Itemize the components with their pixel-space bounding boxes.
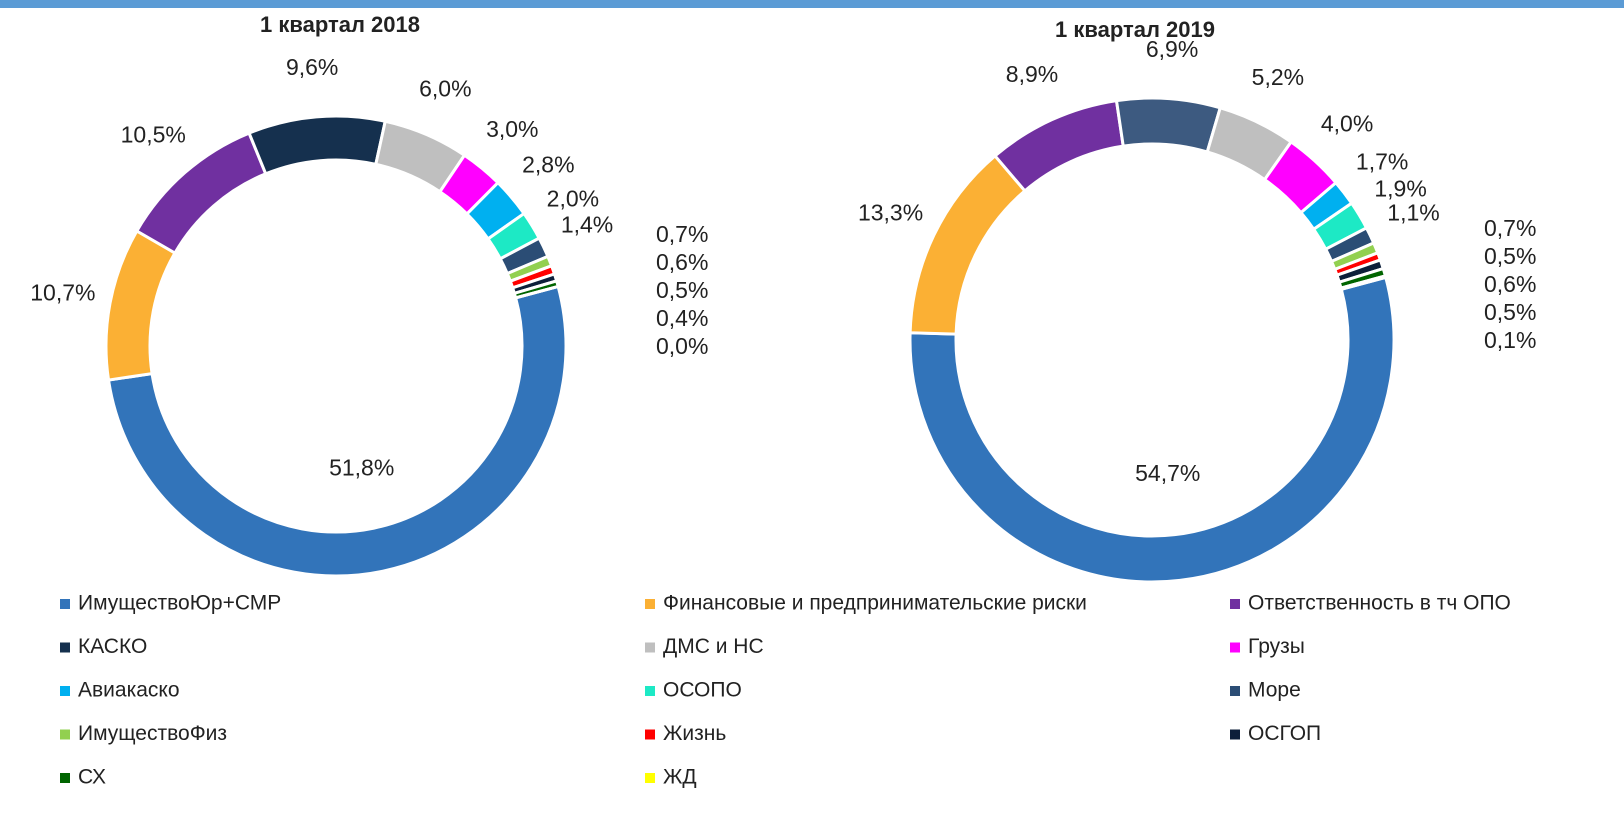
donut-slice bbox=[247, 114, 388, 176]
data-label: 6,9% bbox=[1146, 36, 1198, 62]
donut-slice bbox=[104, 228, 177, 382]
legend-swatch bbox=[645, 773, 655, 783]
legend-swatch bbox=[1230, 642, 1240, 653]
legend-swatch bbox=[1230, 686, 1240, 696]
legend-swatch bbox=[645, 642, 655, 653]
data-label: 3,0% bbox=[486, 116, 538, 142]
data-label: 9,6% bbox=[286, 54, 338, 80]
data-label: 1,1% bbox=[1387, 200, 1439, 226]
data-label: 51,8% bbox=[329, 454, 394, 480]
donut-slice bbox=[992, 98, 1125, 193]
data-label: 0,6% bbox=[656, 249, 708, 275]
legend-label: Море bbox=[1248, 679, 1301, 702]
legend-swatch bbox=[645, 599, 655, 609]
legend-label: ОСГОП bbox=[1248, 722, 1321, 745]
chart-title: 1 квартал 2018 bbox=[260, 12, 420, 37]
data-label: 54,7% bbox=[1135, 460, 1200, 486]
data-label: 10,7% bbox=[30, 279, 95, 305]
legend-label: Жизнь bbox=[663, 722, 726, 745]
data-label: 6,0% bbox=[419, 75, 471, 101]
data-label: 0,5% bbox=[1484, 299, 1536, 325]
legend-label: Финансовые и предпринимательские риски bbox=[663, 592, 1087, 615]
chart-title: 1 квартал 2019 bbox=[1055, 17, 1215, 42]
legend-label: КАСКО bbox=[78, 635, 147, 658]
legend-swatch bbox=[60, 729, 70, 740]
data-label: 0,5% bbox=[1484, 243, 1536, 269]
data-label: 2,8% bbox=[522, 152, 574, 178]
legend-swatch bbox=[60, 642, 70, 653]
legend-label: ИмуществоФиз bbox=[78, 722, 227, 745]
legend-swatch bbox=[645, 686, 655, 696]
donut-slice bbox=[1114, 96, 1223, 154]
legend-label: Авиакаско bbox=[78, 679, 180, 702]
legend-label: Грузы bbox=[1248, 635, 1305, 658]
donut-slice bbox=[1339, 274, 1388, 292]
data-label: 4,0% bbox=[1321, 110, 1373, 136]
data-label: 0,6% bbox=[1484, 271, 1536, 297]
data-label: 1,4% bbox=[561, 212, 613, 238]
donut-slice bbox=[908, 153, 1027, 336]
legend-swatch bbox=[645, 729, 655, 740]
legend-label: ЖД bbox=[663, 766, 697, 789]
data-label: 0,5% bbox=[656, 277, 708, 303]
legend-label: Ответственность в тч ОПО bbox=[1248, 592, 1511, 615]
legend-swatch bbox=[60, 686, 70, 696]
data-label: 10,5% bbox=[121, 122, 186, 148]
donut-slice bbox=[106, 284, 568, 578]
legend-label: СХ bbox=[78, 766, 106, 789]
data-label: 0,4% bbox=[656, 305, 708, 331]
data-label: 0,7% bbox=[656, 221, 708, 247]
data-label: 13,3% bbox=[858, 200, 923, 226]
data-label: 5,2% bbox=[1252, 64, 1304, 90]
data-label: 1,7% bbox=[1356, 149, 1408, 175]
legend-label: ОСОПО bbox=[663, 679, 742, 702]
legend-swatch bbox=[1230, 729, 1240, 740]
legend-label: ДМС и НС bbox=[663, 635, 764, 658]
legend-label: ИмуществоЮр+СМР bbox=[78, 592, 281, 615]
donut-slice bbox=[134, 131, 268, 256]
data-label: 1,9% bbox=[1374, 176, 1426, 202]
top-bar bbox=[0, 0, 1624, 8]
data-label: 0,0% bbox=[656, 333, 708, 359]
donut-slice bbox=[512, 279, 561, 300]
data-label: 2,0% bbox=[547, 186, 599, 212]
legend-swatch bbox=[60, 599, 70, 609]
data-label: 8,9% bbox=[1006, 61, 1058, 87]
data-label: 0,7% bbox=[1484, 215, 1536, 241]
donut-slice bbox=[908, 275, 1396, 584]
legend-swatch bbox=[60, 773, 70, 783]
legend-swatch bbox=[1230, 599, 1240, 609]
data-label: 0,1% bbox=[1484, 327, 1536, 353]
